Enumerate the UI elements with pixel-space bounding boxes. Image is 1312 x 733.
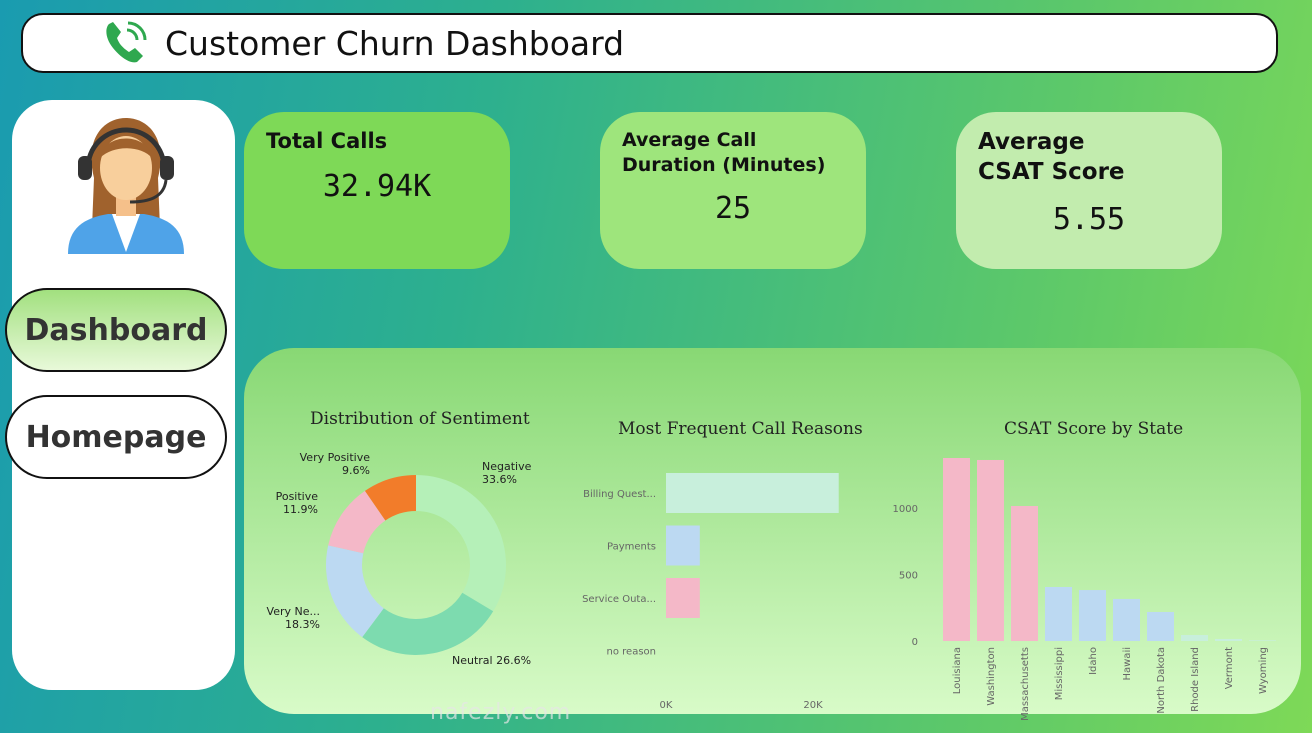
x-tick-label: Wyoming bbox=[1258, 647, 1269, 694]
bar bbox=[1011, 506, 1038, 641]
phone-icon bbox=[106, 21, 147, 63]
donut-slice bbox=[328, 490, 386, 554]
y-tick-label: 500 bbox=[899, 571, 918, 582]
slice-value: 33.6% bbox=[482, 473, 517, 486]
bar bbox=[1147, 612, 1174, 641]
sentiment-chart-title: Distribution of Sentiment bbox=[310, 409, 530, 429]
bar bbox=[977, 459, 1004, 641]
donut-slice bbox=[325, 545, 384, 638]
nav-dashboard-button[interactable]: Dashboard bbox=[5, 288, 227, 372]
x-tick-label: 0K bbox=[660, 700, 673, 711]
kpi-total-calls: Total Calls 32.94K bbox=[244, 112, 510, 269]
x-tick-label: Mississippi bbox=[1054, 647, 1065, 700]
kpi-value: 32.94K bbox=[322, 169, 432, 205]
slice-label: Very Ne... bbox=[267, 605, 320, 618]
kpi-label: Average CSAT Score bbox=[978, 129, 1125, 185]
x-tick-label: Louisiana bbox=[952, 647, 963, 694]
x-tick-label: 20K bbox=[803, 700, 823, 711]
kpi-value: 25 bbox=[714, 191, 752, 227]
watermark: nafezly.com bbox=[430, 700, 572, 725]
page-title: Customer Churn Dashboard bbox=[165, 23, 625, 63]
bar bbox=[943, 457, 970, 641]
slice-label: Negative bbox=[482, 460, 532, 473]
x-tick-label: North Dakota bbox=[1156, 647, 1167, 714]
slice-value: 11.9% bbox=[283, 503, 318, 516]
slice-value: 18.3% bbox=[285, 618, 320, 631]
bar bbox=[1181, 635, 1208, 641]
call-reasons-chart-title: Most Frequent Call Reasons bbox=[618, 419, 863, 439]
slice-label: Neutral 26.6% bbox=[452, 654, 531, 667]
bar-category-label: Service Outa... bbox=[582, 594, 656, 605]
x-tick-label: Idaho bbox=[1088, 647, 1099, 675]
bar bbox=[1113, 598, 1140, 641]
kpi-label: Total Calls bbox=[266, 129, 388, 153]
bar bbox=[1045, 587, 1072, 641]
nav-homepage-button[interactable]: Homepage bbox=[5, 395, 227, 479]
donut-slice bbox=[416, 475, 507, 612]
bar-category-label: Billing Quest... bbox=[583, 489, 656, 500]
donut-slice bbox=[362, 592, 494, 656]
bar bbox=[1215, 639, 1242, 641]
bar bbox=[666, 473, 839, 513]
y-tick-label: 1000 bbox=[893, 504, 918, 515]
bar bbox=[1249, 640, 1276, 641]
bar bbox=[666, 578, 700, 618]
bar bbox=[1079, 590, 1106, 641]
csat-state-chart-title: CSAT Score by State bbox=[1004, 419, 1184, 439]
x-tick-label: Massachusetts bbox=[1020, 647, 1031, 721]
agent-avatar-icon bbox=[68, 118, 184, 254]
kpi-avg-call-duration: Average Call Duration (Minutes) 25 bbox=[600, 112, 866, 269]
kpi-label: Average Call Duration (Minutes) bbox=[622, 129, 826, 176]
kpi-avg-csat: Average CSAT Score 5.55 bbox=[956, 112, 1222, 269]
slice-label: Positive bbox=[276, 490, 319, 503]
slice-label: Very Positive bbox=[300, 451, 371, 464]
header-bar: Customer Churn Dashboard bbox=[21, 13, 1278, 73]
slice-value: 9.6% bbox=[342, 464, 370, 477]
bar-category-label: Payments bbox=[607, 542, 656, 553]
x-tick-label: Rhode Island bbox=[1190, 647, 1201, 712]
bar bbox=[666, 525, 700, 566]
y-tick-label: 0 bbox=[912, 637, 918, 648]
bar-category-label: no reason bbox=[607, 647, 656, 658]
x-tick-label: Hawaii bbox=[1122, 647, 1133, 681]
kpi-value: 5.55 bbox=[1052, 201, 1126, 237]
donut-slice bbox=[364, 475, 416, 521]
x-tick-label: Vermont bbox=[1224, 647, 1235, 689]
x-tick-label: Washington bbox=[986, 647, 997, 706]
